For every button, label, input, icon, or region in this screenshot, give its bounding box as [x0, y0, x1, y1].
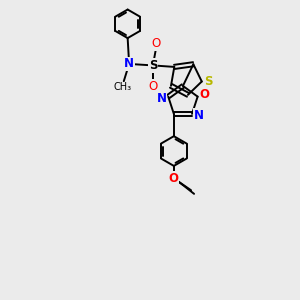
Text: S: S [149, 59, 157, 72]
Text: O: O [148, 80, 158, 93]
Text: O: O [151, 37, 160, 50]
Text: O: O [169, 172, 179, 185]
Text: N: N [157, 92, 167, 105]
Text: CH₃: CH₃ [113, 82, 131, 92]
Text: S: S [204, 75, 213, 88]
Text: O: O [199, 88, 209, 101]
Text: N: N [124, 57, 134, 70]
Text: N: N [194, 109, 204, 122]
